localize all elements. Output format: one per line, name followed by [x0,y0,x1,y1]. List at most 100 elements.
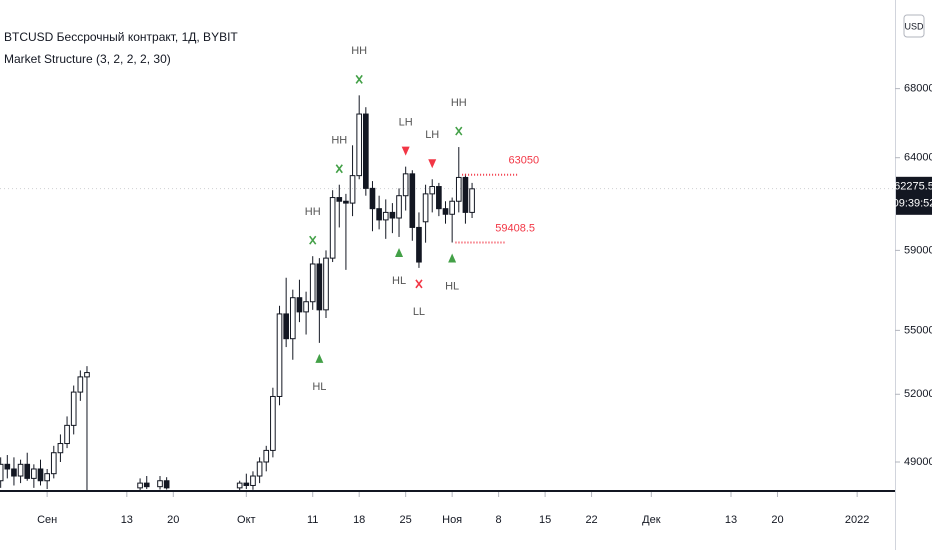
candle-body [316,263,323,311]
candle-body [442,208,449,215]
x-tick-label: Дек [642,514,661,526]
chart-title: BTCUSD Бессрочный контракт, 1Д, BYBIT [4,30,238,44]
candle-body [296,297,303,313]
candle-body [250,475,256,486]
marker-triangle-up [395,247,404,257]
candle-body [77,376,84,393]
candle-body [263,449,270,463]
structure-marker: HH [351,45,367,84]
candle-body [37,468,44,482]
structure-marker: HL [312,353,326,393]
candle-body [270,395,276,451]
x-tick-label: Окт [237,514,256,526]
marker-triangle-down [401,146,410,156]
candle-body [323,257,329,311]
candle-body [329,197,336,259]
candle-body [409,173,416,228]
candle-body [4,463,11,470]
x-tick-label: 8 [496,514,502,526]
candle-body [349,175,356,204]
marker-cross [335,164,343,174]
marker-label: HH [351,45,367,57]
countdown: 09:39:52 [893,198,932,210]
candle-body [289,297,296,340]
x-tick-label: 25 [400,514,412,526]
last-price-label: 62275.5 [894,181,932,193]
y-tick-label: 52000.0 [904,388,932,400]
x-tick-label: 2022 [845,514,869,526]
x-tick-label: 20 [771,514,783,526]
marker-label: HL [445,280,459,292]
candle-body [429,186,436,195]
candle-body [455,176,462,202]
candle-body [389,211,396,219]
marker-cross [309,235,317,245]
candle-body [462,176,469,213]
x-tick-label: Сен [37,514,57,526]
x-tick-label: 20 [167,514,179,526]
candle-body [382,211,389,221]
candle-body [336,197,343,202]
marker-cross [355,74,363,84]
candle-body [303,301,309,313]
candle-body [369,187,376,210]
marker-label: HH [451,97,467,109]
marker-label: HH [305,206,321,218]
y-tick-label: 55000.0 [904,324,932,336]
candle-body [57,443,64,454]
candle-body [243,482,250,486]
candle-body [402,173,409,197]
candle-body [256,461,263,477]
marker-label: HH [331,135,347,147]
marker-label: LL [413,306,425,318]
marker-label: LH [425,129,439,141]
structure-marker: LH [425,129,439,169]
candle-body [157,480,163,488]
candle-body [422,193,429,223]
structure-marker: LH [399,117,413,156]
candle-body [236,482,243,489]
candle-body [0,463,4,482]
structure-marker: HL [392,247,406,287]
candle-body [309,263,316,303]
y-tick-label: 59000.0 [904,244,932,256]
marker-label: HL [392,275,406,287]
marker-cross [455,126,463,136]
candle-body [137,482,143,489]
candle-body [449,200,455,215]
marker-label: HL [312,381,326,393]
candle-body [436,186,442,210]
candle-body [84,372,90,378]
candle-body [17,463,24,477]
currency-box[interactable] [903,14,925,38]
structure-marker: HH [451,97,467,136]
currency[interactable]: USD [904,21,924,31]
y-tick-label: 64000.0 [904,152,932,164]
marker-triangle-down [428,159,437,169]
x-tick-label: 11 [307,514,318,526]
candle-body [356,113,363,177]
x-tick-label: 13 [121,514,133,526]
y-tick-label: 49000.0 [904,456,932,468]
x-tick-label: 22 [585,514,597,526]
candle-body [11,468,17,477]
structure-marker: HL [445,253,459,292]
candle-body [24,463,31,479]
level-label: 63050 [509,155,540,167]
marker-triangle-up [315,353,324,363]
plot: 49000.0 52000.0 55000.0 59000.0 64000.0 68000… [0,45,932,526]
candle-body [163,480,170,489]
marker-label: LH [399,117,413,129]
structure-marker: LL [413,279,425,318]
candle-body [396,195,402,219]
candle-body [64,424,70,445]
candle-body [44,473,50,482]
candle-body [31,468,37,479]
last-price-box [896,176,932,215]
marker-triangle-up [448,253,457,263]
candle-body [70,391,77,426]
x-tick-label: 13 [725,514,737,526]
candle-body [469,188,475,213]
